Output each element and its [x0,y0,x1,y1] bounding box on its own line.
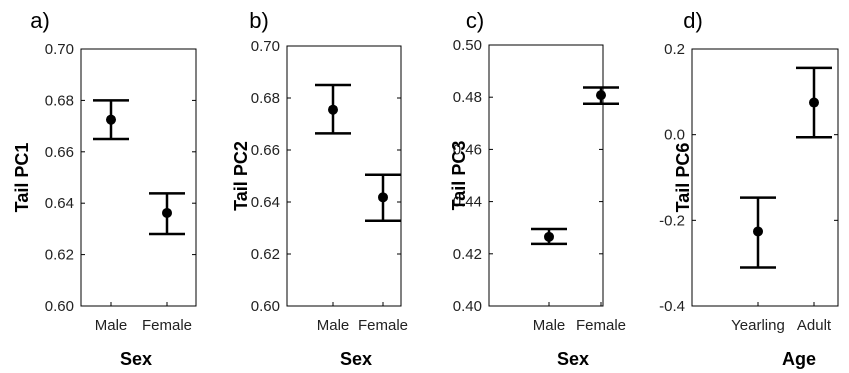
y-tick-label: 0.68 [45,92,74,109]
x-tick-label: Adult [797,317,832,334]
data-point [809,97,819,108]
y-tick-label: 0.42 [453,246,482,263]
y-tick-label: 0.60 [45,298,74,315]
y-axis-label: Tail PC3 [449,141,469,211]
y-axis-label: Tail PC1 [12,143,32,213]
data-point [378,192,388,203]
data-point [596,90,606,101]
y-tick-label: 0.40 [453,298,482,315]
x-tick-label: Male [533,317,566,334]
plot-frame [691,48,839,307]
y-tick-label: 0.68 [251,90,280,107]
data-point [106,114,116,125]
data-point [162,207,172,218]
data-point [753,226,763,237]
y-tick-label: 0.44 [453,194,482,211]
y-tick-label: 0.66 [251,142,280,159]
panel-3: c) 0.40 0.42 0.44 0.46 0.48 0.50 Tail PC3 Male Fe… [449,8,626,369]
plot-frame [488,44,604,307]
plot-frame [80,48,197,307]
data-point [328,104,338,115]
y-tick-label: 0.64 [45,195,74,212]
panel-label: b) [249,8,269,33]
y-tick-label: -0.2 [659,212,685,229]
y-tick-label: 0.48 [453,89,482,106]
y-tick-label: 0.70 [251,38,280,55]
x-axis-label: Sex [120,349,152,369]
x-tick-label: Yearling [731,317,785,334]
plot-frame [286,45,402,307]
y-tick-label: 0.46 [453,141,482,158]
y-tick-label: 0.66 [45,144,74,161]
x-tick-label: Male [95,317,128,334]
y-tick-label: 0.70 [45,41,74,58]
data-point [544,231,554,242]
panel-label: c) [466,8,484,33]
x-axis-label: Sex [557,349,589,369]
panel-4: d) -0.4 -0.2 0.0 0.2 Tail PC6 Yearling Adult Age [659,8,839,369]
panel-label: a) [30,8,50,33]
y-tick-label: 0.60 [251,298,280,315]
y-tick-label: 0.62 [251,246,280,263]
x-tick-label: Male [317,317,350,334]
y-tick-label: 0.62 [45,247,74,264]
x-tick-label: Female [358,317,408,334]
y-axis-label: Tail PC2 [231,141,251,211]
x-tick-label: Female [142,317,192,334]
x-axis-label: Sex [340,349,372,369]
panel-label: d) [683,8,703,33]
y-tick-label: 0.0 [664,127,685,144]
y-tick-label: 0.2 [664,41,685,58]
y-axis-label: Tail PC6 [673,143,693,213]
panel-2: b) 0.60 0.62 0.64 0.66 0.68 0.70 Tail PC2 Male Fe… [231,8,408,369]
x-tick-label: Female [576,317,626,334]
y-tick-label: -0.4 [659,298,685,315]
y-tick-label: 0.50 [453,37,482,54]
panel-1: a) 0.60 0.62 0.64 0.66 0.68 0.70 Tail PC1 Male Fe… [12,8,197,369]
y-tick-label: 0.64 [251,194,280,211]
x-axis-label: Age [782,349,816,369]
